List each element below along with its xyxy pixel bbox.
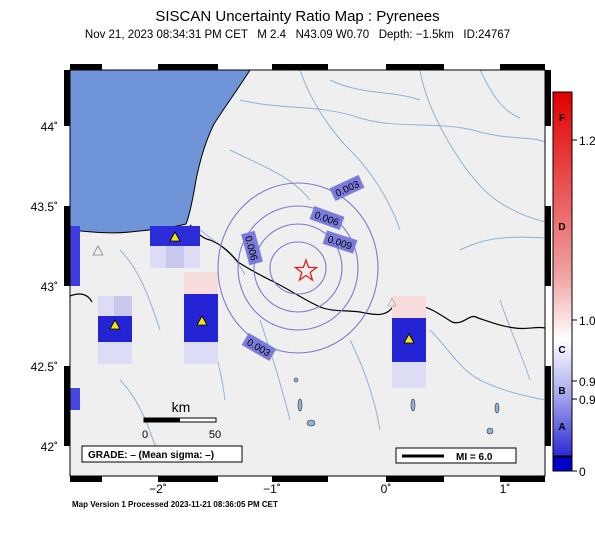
- svg-text:42.5˚: 42.5˚: [31, 360, 58, 374]
- station-icon: [403, 333, 415, 344]
- inactive-station-icon: [387, 297, 397, 307]
- svg-text:0.9: 0.9: [579, 393, 595, 407]
- svg-text:GRADE: – (Mean sigma: –): GRADE: – (Mean sigma: –): [88, 450, 214, 461]
- svg-text:MI = 6.0: MI = 6.0: [456, 452, 493, 463]
- border-line: [189, 224, 545, 330]
- svg-text:42˚: 42˚: [41, 440, 58, 454]
- frame-ticks: [64, 64, 551, 482]
- scale-bar: km 0 50: [142, 399, 221, 441]
- grade-box: GRADE: – (Mean sigma: –): [81, 445, 243, 463]
- colorbar: F D C B A 1.2 1.0 0.9 0.9 0: [552, 91, 595, 479]
- svg-text:1˚: 1˚: [500, 482, 511, 496]
- svg-text:1.2: 1.2: [579, 134, 595, 148]
- svg-text:43.5˚: 43.5˚: [31, 200, 58, 214]
- lon-labels: −2˚ −1˚ 0˚ 1˚: [149, 482, 510, 496]
- station-icon: [169, 231, 181, 242]
- event-info: Nov 21, 2023 08:34:31 PM CET M 2.4 N43.0…: [84, 29, 511, 41]
- map-title: SISCAN Uncertainty Ratio Map : Pyrenees: [155, 8, 440, 25]
- svg-text:1.0: 1.0: [579, 314, 595, 328]
- svg-text:0˚: 0˚: [381, 482, 392, 496]
- svg-text:A: A: [558, 422, 565, 433]
- svg-text:43˚: 43˚: [41, 280, 58, 294]
- ratio-cells: [70, 226, 426, 410]
- svg-text:0.9: 0.9: [579, 375, 595, 389]
- sea-area: [70, 70, 250, 233]
- svg-text:D: D: [558, 222, 565, 233]
- mi-box: MI = 6.0: [395, 447, 517, 464]
- station-icon: [109, 319, 121, 330]
- uncertainty-contours: [217, 182, 379, 354]
- star-icon: [293, 258, 319, 282]
- rivers: [119, 70, 545, 461]
- svg-text:−2˚: −2˚: [149, 482, 167, 496]
- svg-text:0: 0: [579, 465, 586, 479]
- svg-text:C: C: [558, 345, 565, 356]
- svg-text:F: F: [559, 113, 565, 124]
- svg-text:−1˚: −1˚: [263, 482, 281, 496]
- svg-text:km: km: [172, 399, 191, 415]
- station-icon: [196, 315, 208, 326]
- svg-text:44˚: 44˚: [41, 120, 58, 134]
- svg-text:B: B: [558, 386, 565, 397]
- svg-text:50: 50: [209, 429, 221, 441]
- inactive-station-icon: [92, 245, 104, 256]
- map-canvas: [70, 70, 545, 476]
- processing-footer: Map Version 1 Processed 2023-11-21 08:36…: [72, 500, 278, 509]
- svg-text:0: 0: [142, 429, 148, 441]
- lat-labels: 44˚ 43.5˚ 43˚ 42.5˚ 42˚: [31, 120, 58, 454]
